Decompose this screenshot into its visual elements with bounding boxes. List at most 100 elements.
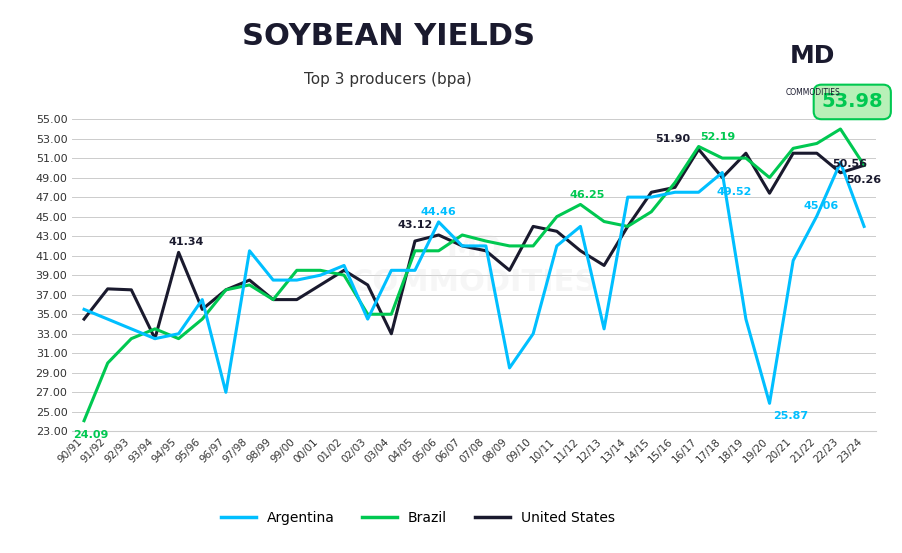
Argentina [173,331,184,337]
Argentina [645,194,656,200]
Argentina [669,189,680,196]
Argentina [197,296,207,303]
Brazil [716,155,727,161]
United States [669,184,680,191]
United States [480,248,491,254]
Brazil [78,418,89,424]
United States [740,150,750,156]
Brazil [385,311,396,317]
Brazil [362,311,373,317]
Argentina [291,276,302,283]
Text: 49.52: 49.52 [715,187,751,197]
Brazil [787,145,797,152]
Brazil [150,326,161,332]
Brazil [669,179,680,186]
Text: MD
COMMODITIES: MD COMMODITIES [351,234,596,297]
Argentina [503,364,514,371]
Argentina [575,223,585,229]
Text: 52.19: 52.19 [699,132,734,142]
Text: 44.46: 44.46 [420,207,456,217]
Argentina [220,389,231,395]
Brazil [503,243,514,249]
Line: Argentina: Argentina [84,163,863,403]
Argentina [787,257,797,264]
United States [433,232,444,238]
Brazil [740,155,750,161]
Text: 50.26: 50.26 [845,175,880,185]
Brazil [456,232,467,238]
United States [78,316,89,322]
United States [315,281,326,288]
United States [362,281,373,288]
Argentina [433,218,444,225]
Argentina [267,276,278,283]
United States [527,223,538,229]
Brazil [197,316,207,322]
United States [763,190,774,196]
Argentina [551,243,562,249]
United States [410,238,420,244]
United States [503,267,514,274]
Brazil [763,174,774,181]
United States [645,189,656,196]
United States [621,223,632,229]
United States [834,169,845,176]
Brazil [267,296,278,303]
Brazil [834,126,845,132]
Brazil [102,359,113,366]
Text: 50.56: 50.56 [832,159,867,169]
United States [291,296,302,303]
Brazil [621,223,632,229]
Brazil [338,272,349,279]
United States [173,249,184,255]
Argentina [125,326,136,332]
Line: United States: United States [84,149,863,338]
Brazil [693,143,704,150]
United States [858,162,869,169]
United States [102,285,113,292]
Text: COMMODITIES: COMMODITIES [785,88,839,97]
Argentina [315,272,326,279]
Brazil [220,286,231,293]
Argentina [740,316,750,322]
United States [150,335,161,342]
Argentina [480,243,491,249]
Text: 41.34: 41.34 [168,237,203,248]
Argentina [456,243,467,249]
United States [716,174,727,181]
United States [787,150,797,156]
Argentina [78,306,89,312]
Text: 45.06: 45.06 [803,201,838,211]
Text: 53.98: 53.98 [821,92,882,112]
Text: 25.87: 25.87 [772,411,807,421]
Argentina [150,335,161,342]
Argentina [621,194,632,200]
Brazil [527,243,538,249]
United States [456,243,467,249]
Brazil [480,238,491,244]
Text: 51.90: 51.90 [654,134,689,144]
Text: SOYBEAN YIELDS: SOYBEAN YIELDS [242,22,534,51]
United States [551,228,562,234]
United States [338,267,349,274]
Brazil [173,335,184,342]
United States [220,286,231,293]
Brazil [858,162,869,169]
Legend: Argentina, Brazil, United States: Argentina, Brazil, United States [215,505,620,530]
Brazil [598,218,609,225]
United States [125,286,136,293]
Brazil [315,267,326,274]
Argentina [858,223,869,229]
Brazil [551,213,562,220]
Argentina [338,262,349,269]
Brazil [575,201,585,208]
United States [575,248,585,254]
Text: 43.12: 43.12 [397,220,432,230]
United States [385,331,396,337]
Argentina [527,331,538,337]
Text: Top 3 producers (bpa): Top 3 producers (bpa) [304,72,472,87]
Text: MD: MD [789,44,834,68]
United States [598,262,609,269]
Brazil [410,248,420,254]
United States [244,276,254,283]
